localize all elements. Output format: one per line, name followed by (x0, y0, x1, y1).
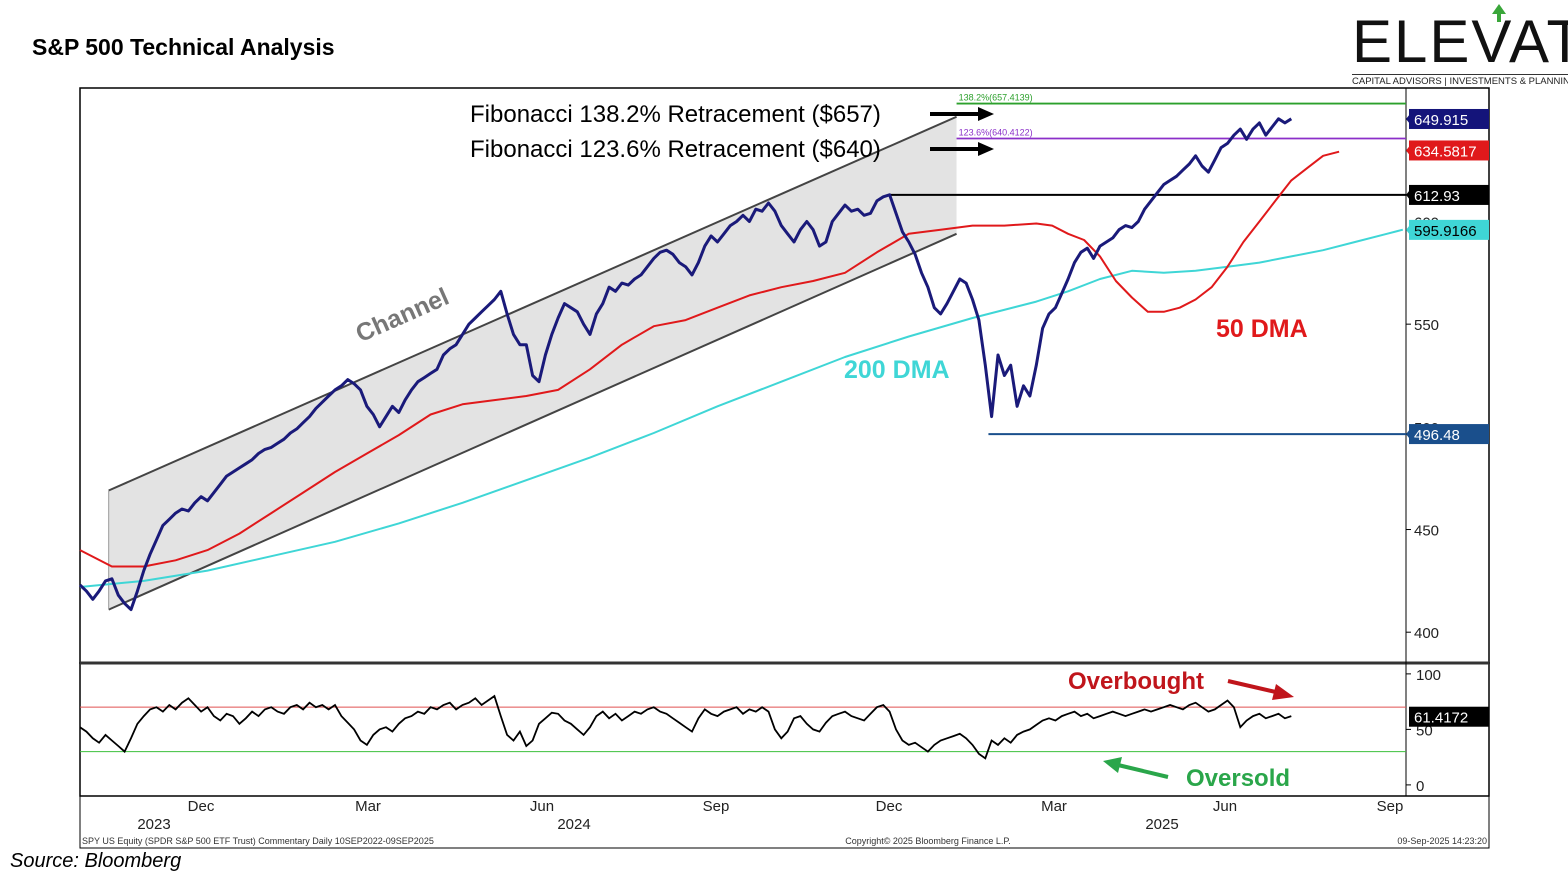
x-month-label: Mar (1041, 798, 1067, 815)
value-badge-pointer (1406, 429, 1410, 440)
value-badge-pointer (1406, 113, 1410, 124)
x-month-label: Sep (703, 798, 730, 815)
x-year-label: 2024 (557, 816, 590, 833)
price-tick-label: 550 (1414, 317, 1439, 334)
dma200-annotation: 200 DMA (844, 356, 950, 384)
footer-left: SPY US Equity (SPDR S&P 500 ETF Trust) C… (82, 836, 434, 846)
value-badge-text: 595.9166 (1414, 223, 1477, 240)
value-badge-box (1409, 184, 1489, 205)
logo-word: ELEVATE (1352, 8, 1568, 75)
fib138-annotation: Fibonacci 138.2% Retracement ($657) (470, 101, 881, 128)
value-badge-text: 612.93 (1414, 188, 1460, 205)
overbought-arrow-shaft (1227, 679, 1281, 695)
logo-arrow-icon (1492, 4, 1506, 22)
x-month-label: Dec (188, 798, 215, 815)
fib123-annotation: Fibonacci 123.6% Retracement ($640) (470, 136, 881, 163)
footer-right: 09-Sep-2025 14:23:20 (1397, 836, 1487, 846)
x-month-label: Mar (355, 798, 381, 815)
x-month-label: Sep (1377, 798, 1404, 815)
elevate-logo: ELEVATE CAPITAL ADVISORS | INVESTMENTS &… (1348, 4, 1568, 90)
channel-label: Channel (352, 283, 454, 348)
x-month-label: Jun (1213, 798, 1237, 815)
footer-center: Copyright© 2025 Bloomberg Finance L.P. (845, 836, 1011, 846)
channel-upper-line (108, 115, 957, 492)
value-badge-box (1409, 424, 1489, 445)
rsi-line (79, 694, 1292, 760)
level-label-fib123: 123.6%(640.4122) (959, 127, 1033, 137)
level-label-fib138: 138.2%(657.4139) (959, 93, 1033, 103)
channel-fill (108, 116, 957, 610)
x-year-label: 2025 (1145, 816, 1178, 833)
oversold-arrow-shaft (1117, 763, 1169, 779)
price-tick-label: 400 (1414, 625, 1439, 642)
x-month-label: Dec (876, 798, 903, 815)
value-badge: 496.48 (1406, 424, 1489, 445)
page-title: S&P 500 Technical Analysis (32, 34, 335, 60)
x-month-label: Jun (530, 798, 554, 815)
value-badge-text: 649.915 (1414, 112, 1468, 129)
fib-arrow-head (978, 142, 994, 156)
value-badge-pointer (1406, 145, 1410, 156)
series-line-dma50 (79, 150, 1340, 568)
fib-arrow-head (978, 107, 994, 121)
x-year-label: 2023 (137, 816, 170, 833)
value-badge: 612.93 (1406, 184, 1489, 205)
value-badge-text: 634.5817 (1414, 143, 1477, 160)
rsi-value-badge (1409, 706, 1489, 727)
source-note: Source: Bloomberg (10, 850, 182, 872)
value-badge-box (1409, 140, 1489, 161)
value-badge: 634.5817 (1406, 140, 1489, 161)
overbought-annotation: Overbought (1068, 668, 1204, 695)
price-panel-frame (79, 87, 1490, 664)
series-line-price (78, 117, 1293, 612)
dma50-annotation: 50 DMA (1216, 315, 1308, 343)
overbought-arrow-head (1272, 684, 1294, 700)
rsi-tick-label: 100 (1416, 667, 1441, 684)
value-badge: 649.915 (1406, 108, 1489, 129)
value-badge-text: 496.48 (1414, 427, 1460, 444)
rsi-tick-label: 0 (1416, 778, 1424, 795)
oversold-arrow-head (1103, 757, 1122, 773)
value-badge-pointer (1406, 189, 1410, 200)
value-badge-pointer (1406, 224, 1410, 235)
value-badge-box (1409, 219, 1489, 240)
value-badge: 595.9166 (1406, 219, 1489, 240)
series-line-dma200 (79, 228, 1404, 588)
logo-subtitle: CAPITAL ADVISORS | INVESTMENTS & PLANNIN… (1352, 74, 1568, 87)
footer-frame (79, 795, 1490, 849)
channel-lower-line (108, 232, 957, 611)
price-tick-label: 450 (1414, 523, 1439, 540)
value-badge-box (1409, 108, 1489, 129)
oversold-annotation: Oversold (1186, 765, 1290, 792)
rsi-value-text: 61.4172 (1414, 710, 1468, 727)
